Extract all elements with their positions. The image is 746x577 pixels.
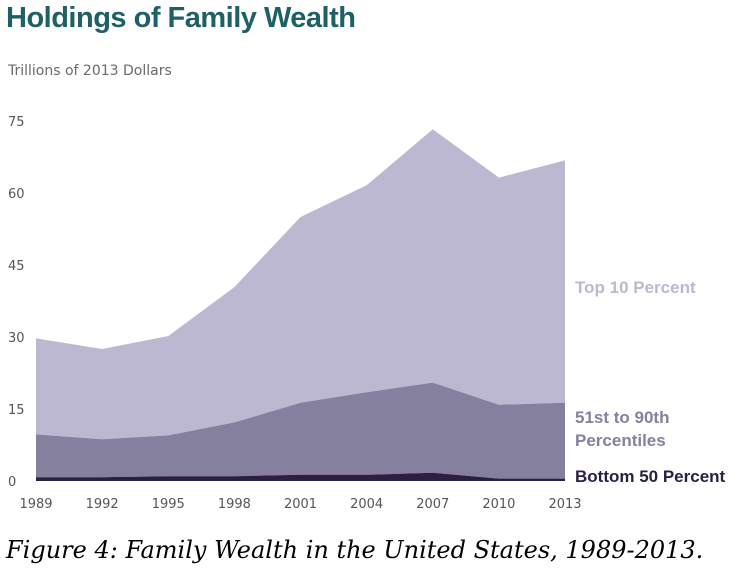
series-label: 51st to 90th Percentiles [575, 408, 669, 450]
area-bottom-50-percent [36, 472, 565, 481]
series-label: Top 10 Percent [575, 278, 696, 297]
y-tick-label: 45 [8, 259, 25, 274]
series-label: Bottom 50 Percent [575, 467, 726, 486]
y-tick-label: 15 [8, 403, 25, 418]
x-tick-label: 1998 [218, 497, 251, 512]
x-tick-label: 2010 [482, 497, 515, 512]
stacked-area-chart: 0 15 30 45 60 75 1989 1992 1995 1998 2001 2004 2007… [8, 115, 726, 512]
x-tick-label: 1995 [152, 497, 185, 512]
x-tick-label: 2001 [284, 497, 317, 512]
x-tick-label: 1989 [19, 497, 52, 512]
chart-title: Holdings of Family Wealth [6, 2, 356, 34]
y-tick-label: 75 [8, 115, 25, 130]
area-51st-to-90th-percentiles [36, 382, 565, 479]
x-tick-label: 2004 [350, 497, 383, 512]
area-layers [36, 129, 565, 481]
x-tick-label: 2013 [548, 497, 581, 512]
y-tick-label: 0 [8, 475, 16, 490]
figure-caption: Figure 4: Family Wealth in the United St… [6, 536, 704, 564]
x-tick-label: 1992 [86, 497, 119, 512]
y-axis: 0 15 30 45 60 75 [8, 115, 25, 490]
area-top-10-percent [36, 129, 565, 440]
y-tick-label: 30 [8, 331, 25, 346]
x-tick-label: 2007 [416, 497, 449, 512]
x-axis: 1989 1992 1995 1998 2001 2004 2007 2010 2013 [19, 497, 581, 512]
chart-subtitle: Trillions of 2013 Dollars [8, 63, 172, 79]
y-tick-label: 60 [8, 187, 25, 202]
series-labels: Bottom 50 Percent 51st to 90th Percentiles… [575, 278, 726, 486]
